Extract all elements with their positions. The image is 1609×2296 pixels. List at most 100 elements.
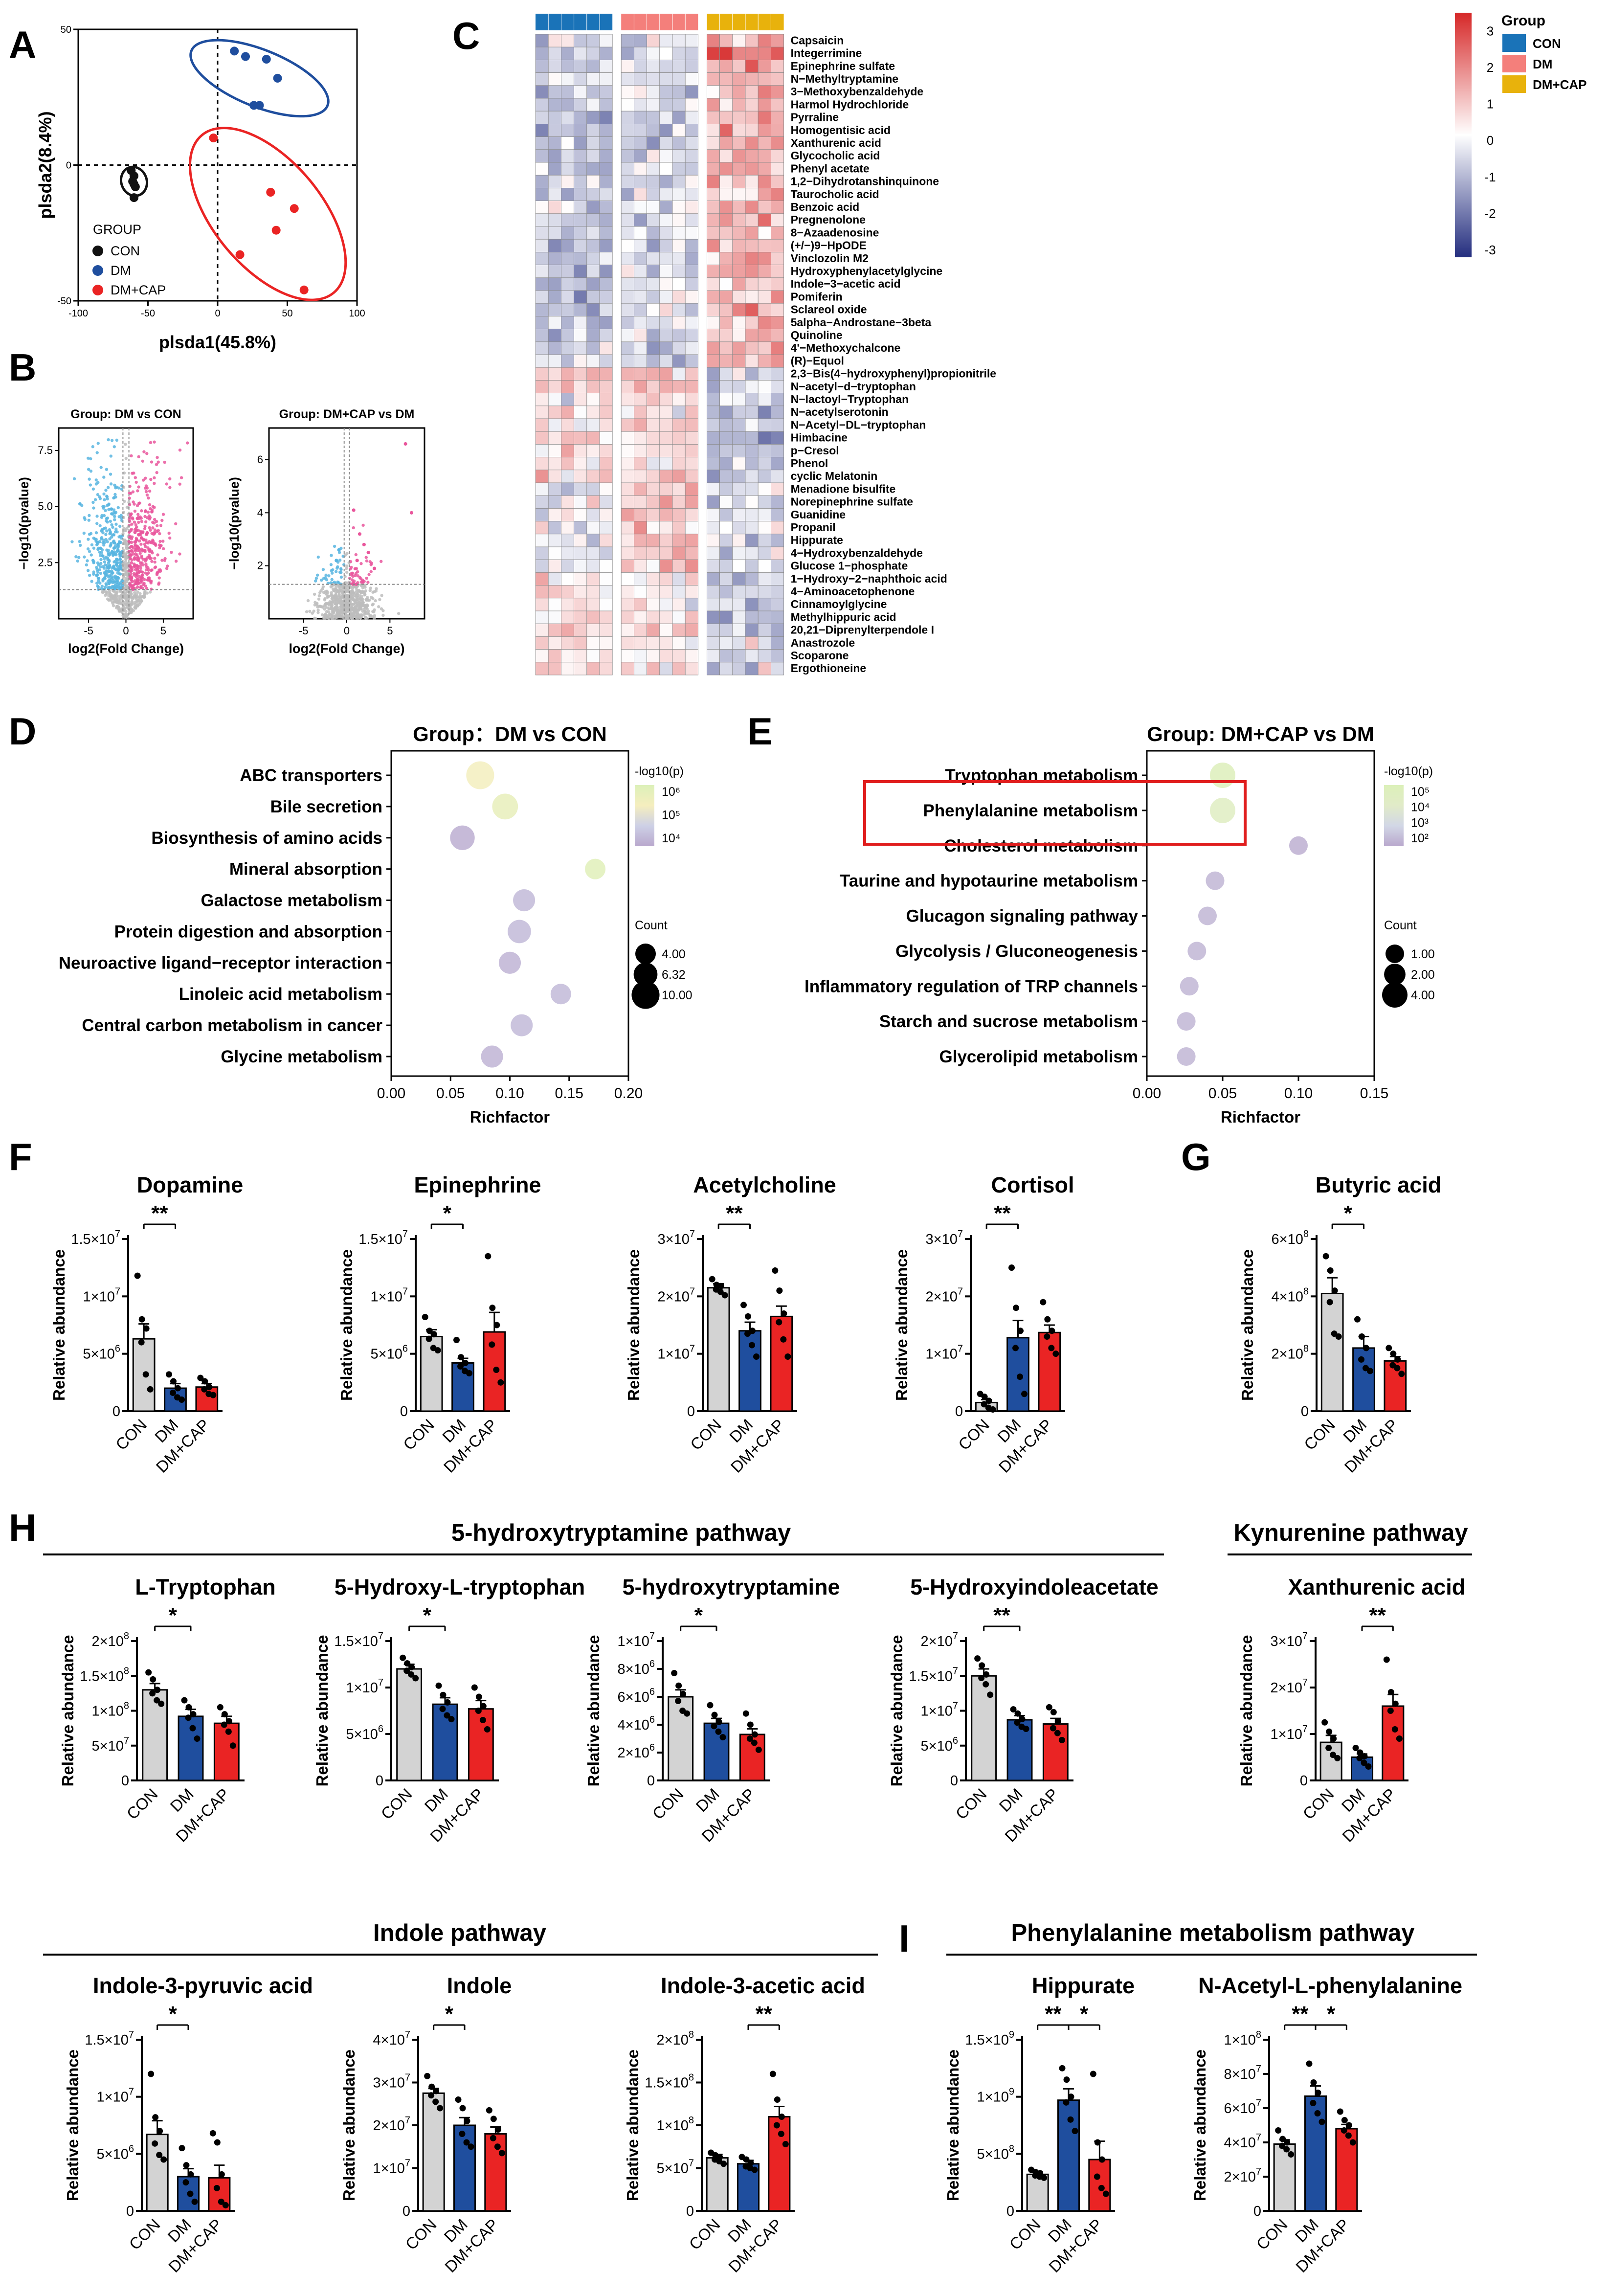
heatmap-cell <box>719 239 733 252</box>
heatmap-cell <box>574 662 587 675</box>
heatmap-cell <box>561 72 575 86</box>
volcano-point <box>397 612 401 615</box>
volcano-point <box>129 553 133 557</box>
data-point <box>493 1367 500 1373</box>
heatmap-cell <box>707 72 720 86</box>
volcano-point <box>155 519 158 523</box>
heatmap-cell <box>574 341 587 355</box>
volcano-point <box>327 574 331 578</box>
heatmap-cell <box>732 277 746 291</box>
volcano-point <box>163 460 166 464</box>
volcano-point <box>138 592 142 595</box>
data-point <box>138 1339 145 1346</box>
heatmap-cell <box>732 585 746 599</box>
data-point <box>1098 2184 1105 2191</box>
heatmap-cell <box>685 431 698 445</box>
data-point <box>1014 1710 1021 1717</box>
volcano-point <box>366 581 370 584</box>
y-tick-label: 3×107 <box>373 2072 410 2091</box>
heatmap-cell <box>548 610 561 624</box>
volcano-point <box>365 577 368 580</box>
volcano-point <box>111 554 115 557</box>
heatmap-cell <box>745 431 759 445</box>
significance-label: * <box>1327 2002 1336 2026</box>
heatmap-row-label: Propanil <box>791 521 836 534</box>
heatmap-cell <box>535 662 549 675</box>
data-point <box>225 1718 232 1725</box>
tick-mantissa: 2×10 <box>1224 2169 1256 2185</box>
volcano-point <box>110 580 113 584</box>
heatmap-cell <box>647 534 660 547</box>
heatmap-cell <box>561 265 575 278</box>
heatmap-cell <box>634 98 648 112</box>
heatmap-cell <box>647 508 660 522</box>
y-tick-label: 2 <box>257 560 263 572</box>
heatmap-row-label: N−lactoyl−Tryptophan <box>791 393 909 405</box>
heatmap-cell <box>647 649 660 663</box>
bar-chart-title: Acetylcholine <box>693 1172 836 1197</box>
heatmap-cell <box>732 431 746 445</box>
heatmap-cell <box>659 521 673 535</box>
data-point <box>1054 1718 1061 1725</box>
volcano-point <box>328 612 332 616</box>
heatmap-cell <box>621 367 634 381</box>
heatmap-cell <box>745 201 759 214</box>
volcano-point <box>361 613 365 617</box>
data-point <box>459 2131 466 2137</box>
data-point <box>213 2184 220 2191</box>
heatmap-cell <box>599 482 613 496</box>
volcano-point <box>361 580 365 584</box>
data-point <box>717 1283 724 1289</box>
heatmap-cell <box>574 585 587 599</box>
data-point <box>156 2128 163 2135</box>
heatmap-cell <box>535 482 549 496</box>
tick-exponent: 9 <box>1009 2087 1014 2097</box>
bar-dm <box>453 2124 476 2212</box>
y-axis-label: Relative abundance <box>1237 1635 1255 1787</box>
heatmap-cell <box>732 98 746 112</box>
heatmap-cell <box>634 252 648 266</box>
heatmap-cell <box>719 111 733 124</box>
tick-exponent: 8 <box>1303 1229 1309 1239</box>
volcano-point <box>90 543 94 547</box>
bar-chart-title: 5-Hydroxyindoleacetate <box>910 1575 1159 1599</box>
pathway-label: ABC transporters <box>240 766 382 785</box>
group-legend-swatch-dm-cap <box>1502 75 1526 93</box>
data-point <box>424 2072 431 2079</box>
heatmap-cell <box>732 72 746 86</box>
heatmap-cell <box>685 636 698 650</box>
heatmap-cell <box>771 367 784 381</box>
tick-mantissa: 1.5×10 <box>85 2032 129 2048</box>
y-axis-label: Relative abundance <box>313 1635 331 1787</box>
heatmap-cell <box>574 277 587 291</box>
heatmap-cell <box>719 546 733 560</box>
heatmap-cell <box>599 598 613 611</box>
volcano-point <box>147 496 150 500</box>
data-point <box>206 1384 213 1391</box>
heatmap-cell <box>685 34 698 47</box>
heatmap-cell <box>574 610 587 624</box>
data-point <box>715 1728 722 1735</box>
tick-mantissa: 2×10 <box>1272 1347 1303 1362</box>
heatmap-cell <box>574 559 587 573</box>
data-point <box>1090 2071 1096 2077</box>
volcano-point <box>100 548 104 552</box>
heatmap-cell <box>634 213 648 227</box>
data-point <box>675 1682 682 1689</box>
colorbar-tick-label: -1 <box>1484 170 1496 184</box>
tick-mantissa: 2×10 <box>373 2118 405 2134</box>
data-point <box>425 1335 432 1342</box>
volcano-point <box>373 608 376 612</box>
y-axis-label: Relative abundance <box>625 1249 643 1401</box>
data-point <box>1063 2099 1070 2106</box>
volcano-point <box>352 526 355 530</box>
volcano-point <box>119 564 122 568</box>
volcano-point <box>88 574 91 577</box>
data-point <box>1310 2079 1317 2086</box>
heatmap-cell <box>634 341 648 355</box>
heatmap-cell <box>771 329 784 342</box>
heatmap-cell <box>672 34 686 47</box>
heatmap-cell <box>758 72 771 86</box>
heatmap-row-label: 1,2−Dihydrotanshinquinone <box>791 175 939 188</box>
heatmap-cell <box>561 623 575 637</box>
